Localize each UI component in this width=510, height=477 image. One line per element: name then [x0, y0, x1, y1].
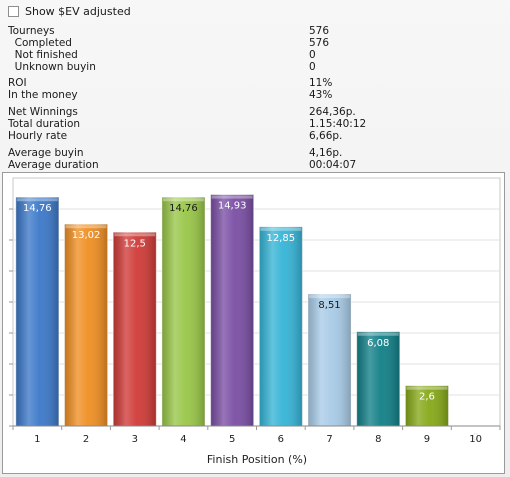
bar-highlight-3: [114, 233, 156, 237]
x-tick-label-2: 2: [83, 434, 89, 445]
data-label-position-3: 12,5: [124, 238, 146, 249]
data-label-position-10: 0: [472, 432, 478, 443]
stat-label-total-duration: Total duration: [8, 118, 81, 130]
bar-highlight-1: [16, 198, 58, 202]
stat-label-average-duration: Average duration: [8, 159, 99, 171]
bar-shine-5: [210, 194, 254, 426]
stat-value-hourly-rate: 6,66р.: [309, 130, 343, 142]
data-label-position-9: 2,6: [419, 392, 435, 403]
bar-highlight-4: [162, 198, 204, 202]
bar-highlight-5: [211, 195, 253, 199]
stat-value-roi: 11%: [309, 77, 333, 89]
stat-value-average-duration: 00:04:07: [309, 159, 357, 171]
bar-shine-8: [356, 331, 400, 426]
bar-highlight-7: [309, 295, 351, 299]
x-tick-label-8: 8: [375, 434, 381, 445]
data-label-position-8: 6,08: [367, 338, 389, 349]
bar-shine-6: [259, 226, 303, 426]
data-label-position-2: 13,02: [72, 230, 101, 241]
bar-shine-4: [161, 197, 205, 426]
show-ev-adjusted-toggle[interactable]: Show $EV adjusted: [8, 5, 131, 18]
stat-label-roi: ROI: [8, 77, 27, 89]
stat-value-total-duration: 1.15:40:12: [309, 118, 367, 130]
show-ev-adjusted-checkbox[interactable]: [8, 6, 19, 17]
bar-highlight-8: [357, 332, 399, 336]
stat-label-unknown-buyin: Unknown buyin: [8, 61, 96, 73]
bar-shine-1: [15, 197, 59, 426]
stat-value-tourneys: 576: [309, 25, 330, 37]
stat-label-net-winnings: Net Winnings: [8, 106, 78, 118]
x-tick-label-3: 3: [132, 434, 138, 445]
x-tick-label-5: 5: [229, 434, 235, 445]
stat-value-net-winnings: 264,36р.: [309, 106, 356, 118]
chart-x-axis: 1 2 3 4 5 6 7 8 9 10: [12, 425, 501, 445]
stat-label-in-the-money: In the money: [8, 89, 78, 101]
stat-value-in-the-money: 43%: [309, 89, 333, 101]
bar-highlight-2: [65, 225, 107, 229]
x-tick-label-10: 10: [469, 434, 482, 445]
stat-value-completed: 576: [309, 37, 330, 49]
stat-label-average-buyin: Average buyin: [8, 147, 84, 159]
bar-shine-9: [405, 385, 449, 426]
finish-position-chart-panel: 14,76 13,02 12,5 14,76 14,93 12,85 8,51 6,08 2,6…: [2, 172, 505, 474]
x-tick-label-4: 4: [180, 434, 186, 445]
stat-label-hourly-rate: Hourly rate: [8, 130, 68, 142]
bar-shine-3: [113, 232, 157, 426]
bar-shine-7: [308, 294, 352, 426]
stat-value-not-finished: 0: [309, 49, 316, 61]
x-tick-label-6: 6: [278, 434, 284, 445]
stat-label-tourneys: Tourneys: [8, 25, 55, 37]
data-label-position-1: 14,76: [23, 203, 52, 214]
finish-position-chart: 14,76 13,02 12,5 14,76 14,93 12,85 8,51 6,08 2,6…: [9, 177, 501, 466]
x-tick-label-1: 1: [34, 434, 40, 445]
x-tick-label-7: 7: [326, 434, 332, 445]
stat-value-unknown-buyin: 0: [309, 61, 316, 73]
x-tick-label-9: 9: [424, 434, 430, 445]
stat-label-not-finished: Not finished: [8, 49, 78, 61]
bar-highlight-6: [260, 227, 302, 231]
show-ev-adjusted-label: Show $EV adjusted: [25, 5, 131, 18]
data-label-position-5: 14,93: [218, 201, 247, 212]
data-label-position-7: 8,51: [318, 300, 340, 311]
stat-label-completed: Completed: [8, 37, 72, 49]
stat-value-average-buyin: 4,16р.: [309, 147, 343, 159]
data-label-position-6: 12,85: [267, 233, 296, 244]
bar-highlight-9: [406, 386, 448, 390]
data-label-position-4: 14,76: [169, 203, 198, 214]
bar-shine-2: [64, 224, 108, 426]
x-axis-label: Finish Position (%): [207, 453, 307, 466]
